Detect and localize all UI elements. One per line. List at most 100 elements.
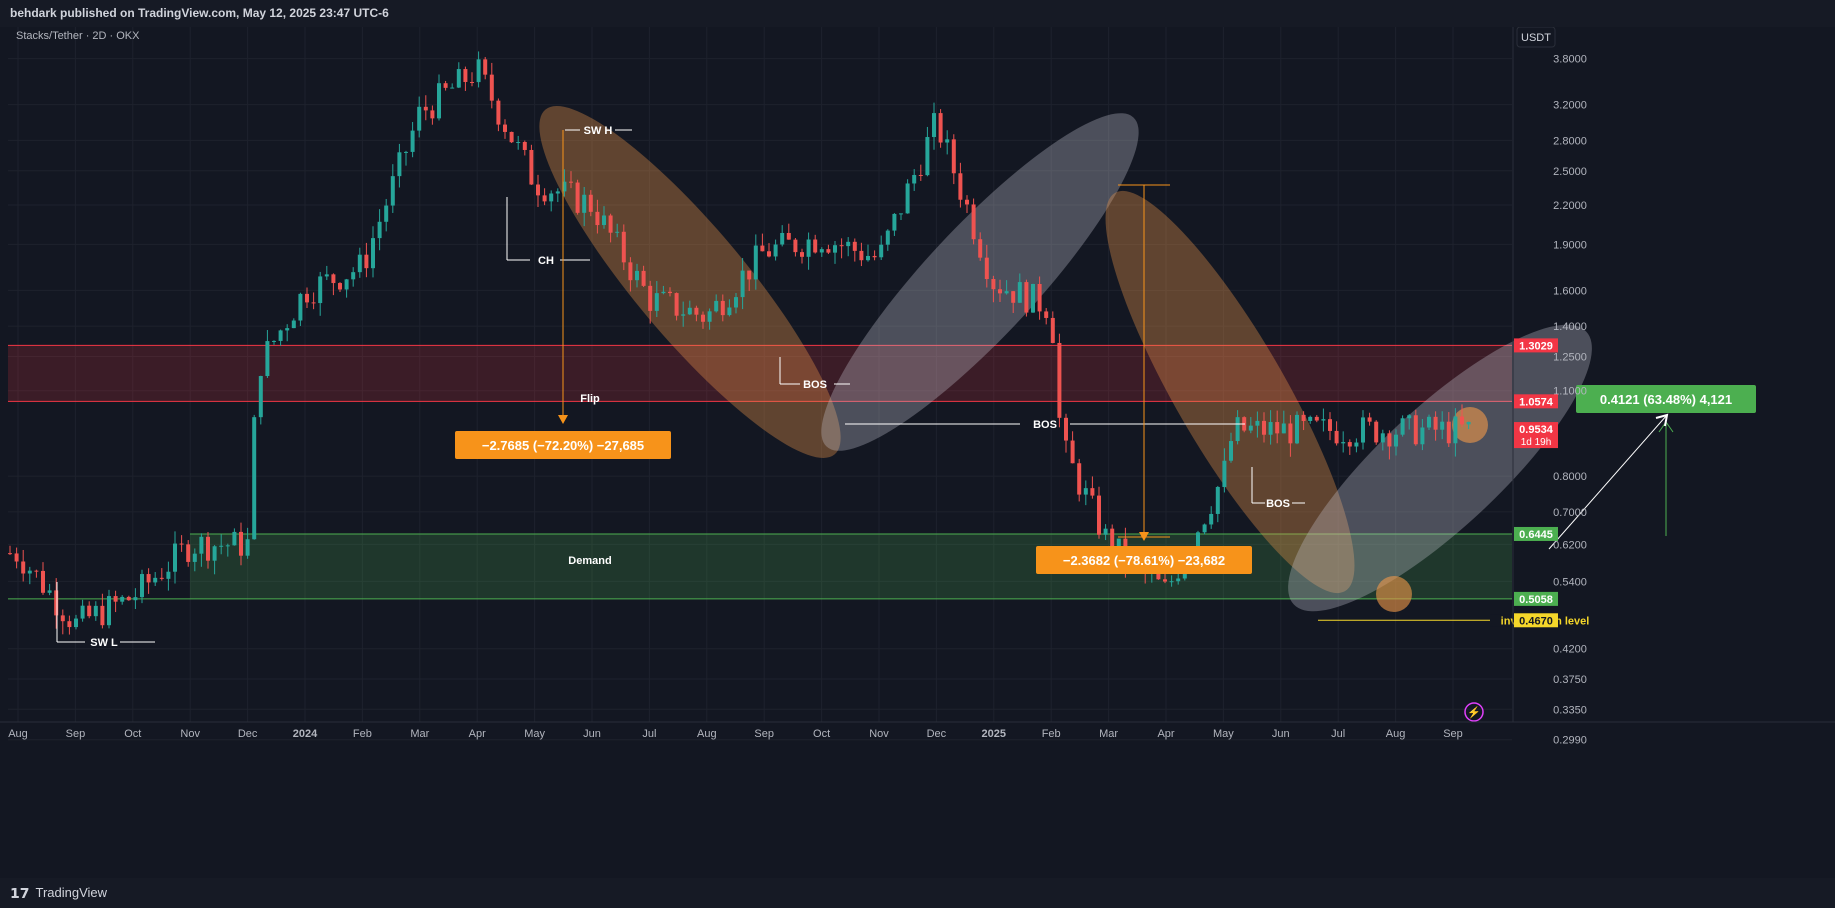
candle-down xyxy=(1011,291,1016,303)
candle-down xyxy=(694,307,699,315)
symbol-label: Stacks/Tether · 2D · OKX xyxy=(16,30,140,42)
candle-up xyxy=(1341,442,1346,444)
candle-up xyxy=(212,546,217,561)
candle-down xyxy=(159,577,164,579)
candle-down xyxy=(1064,417,1068,441)
candle-up xyxy=(1354,442,1359,447)
demand-zone-label: Demand xyxy=(568,555,611,567)
choch-label: CH xyxy=(538,255,554,267)
candle-down xyxy=(747,270,752,280)
bos-label-1: BOS xyxy=(803,379,827,391)
candle-down xyxy=(608,215,613,233)
candle-up xyxy=(1229,441,1233,461)
candle-up xyxy=(740,270,745,298)
candle-up xyxy=(555,191,560,194)
price-tag-countdown: 1d 19h xyxy=(1521,437,1552,448)
candle-down xyxy=(1288,423,1293,444)
x-tick-label: Nov xyxy=(869,728,889,740)
candle-up xyxy=(1466,421,1471,425)
candle-down xyxy=(186,544,191,562)
candle-down xyxy=(1090,488,1095,496)
tradingview-logo[interactable]: 𝟭𝟳 TradingView xyxy=(10,878,107,908)
candle-up xyxy=(1394,434,1398,447)
candle-up xyxy=(107,596,111,626)
flip-zone-label: Flip xyxy=(580,393,600,405)
x-tick-label: Mar xyxy=(1099,728,1118,740)
candle-up xyxy=(899,213,903,215)
candle-down xyxy=(443,83,448,88)
footer-bar: 𝟭𝟳 TradingView xyxy=(0,878,1835,908)
candle-down xyxy=(1262,420,1266,435)
y-tick-label: 0.5400 xyxy=(1553,576,1587,588)
candle-up xyxy=(635,270,639,281)
candle-down xyxy=(1328,419,1332,431)
candle-up xyxy=(397,152,402,177)
candle-down xyxy=(978,239,983,258)
candle-up xyxy=(654,293,659,311)
candle-up xyxy=(351,272,356,280)
candle-up xyxy=(885,230,890,245)
candle-up xyxy=(344,279,349,290)
candle-down xyxy=(34,570,39,572)
candle-down xyxy=(872,255,877,258)
candle-down xyxy=(852,241,857,251)
candle-down xyxy=(1387,433,1392,447)
x-tick-label: May xyxy=(524,728,545,740)
candle-down xyxy=(1314,416,1319,421)
candle-down xyxy=(641,270,646,286)
y-tick-label: 0.2990 xyxy=(1553,735,1587,747)
candle-up xyxy=(1255,420,1260,426)
candle-up xyxy=(173,543,177,572)
brand-text: TradingView xyxy=(35,885,108,900)
invalidation-label-bg xyxy=(1490,614,1512,627)
candle-down xyxy=(813,239,818,253)
flip-zone xyxy=(8,345,1512,402)
candle-down xyxy=(1077,463,1082,495)
candle-down xyxy=(1446,421,1451,444)
candle-up xyxy=(780,232,785,245)
candle-up xyxy=(1176,578,1181,582)
candle-up xyxy=(437,83,441,119)
candle-up xyxy=(1248,425,1253,431)
candle-up xyxy=(846,241,851,247)
candle-up xyxy=(390,176,395,206)
x-tick-label: Jul xyxy=(642,728,656,740)
price-tag: 0.9534 xyxy=(1519,424,1554,436)
y-tick-label: 2.8000 xyxy=(1553,135,1587,147)
candle-down xyxy=(311,302,316,304)
measure-arrow-1-head xyxy=(558,415,568,424)
candle-up xyxy=(1169,581,1174,583)
candle-down xyxy=(331,274,336,284)
candle-up xyxy=(687,307,692,315)
candle-down xyxy=(760,245,765,252)
candle-up xyxy=(912,174,917,184)
candle-up xyxy=(602,215,606,226)
publisher-text: behdark published on TradingView.com, Ma… xyxy=(10,6,389,20)
y-tick-label: 0.4200 xyxy=(1553,644,1587,656)
top-circle xyxy=(1452,407,1488,443)
candle-up xyxy=(1004,291,1009,294)
candle-down xyxy=(1070,440,1075,464)
measurement-2: −2.3682 (−78.61%) −23,682 xyxy=(1063,553,1225,568)
candle-up xyxy=(1380,433,1385,443)
candle-down xyxy=(1374,421,1379,443)
candle-up xyxy=(1235,417,1240,442)
candle-down xyxy=(509,131,514,143)
candle-down xyxy=(595,211,600,226)
y-tick-label: 1.9000 xyxy=(1553,239,1587,251)
publisher-header: behdark published on TradingView.com, Ma… xyxy=(0,0,1835,27)
candle-up xyxy=(153,577,158,583)
price-tag: 1.0574 xyxy=(1519,396,1554,408)
candle-down xyxy=(1044,311,1049,318)
x-tick-label: Nov xyxy=(180,728,200,740)
candle-up xyxy=(1407,415,1412,419)
y-tick-label: 2.5000 xyxy=(1553,166,1587,178)
x-tick-label: Sep xyxy=(754,728,774,740)
candle-up xyxy=(456,69,461,88)
candle-down xyxy=(800,252,804,257)
x-tick-label: Jun xyxy=(1272,728,1290,740)
candle-down xyxy=(668,291,672,294)
candle-down xyxy=(8,553,12,555)
